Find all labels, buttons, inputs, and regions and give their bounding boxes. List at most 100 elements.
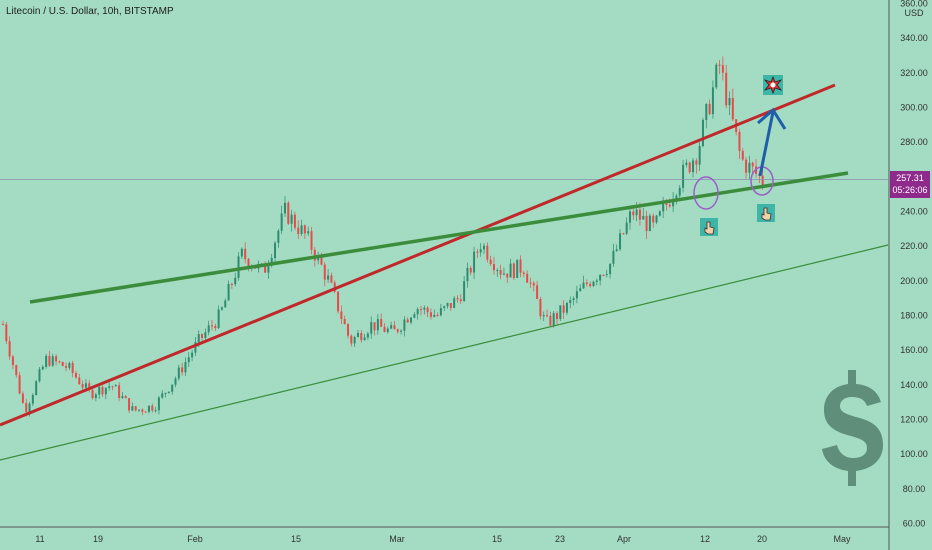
candle-body (698, 145, 701, 165)
candle-body (609, 263, 612, 274)
candle-body (68, 363, 71, 368)
candle-body (91, 389, 94, 399)
breakout-arrow (758, 111, 775, 177)
candle-body (108, 386, 111, 388)
candle-body (645, 215, 648, 231)
candle-body (307, 231, 310, 234)
candle-body (386, 328, 389, 333)
candle-body (439, 308, 442, 316)
candle-body (8, 341, 11, 357)
candle-body (526, 273, 529, 283)
candle-body (701, 119, 704, 146)
candle-body (383, 326, 386, 333)
candle-body (655, 215, 658, 223)
candle-body (157, 397, 160, 411)
candle-body (665, 203, 668, 205)
y-tick-label: 220.00 (900, 241, 928, 251)
candle-body (745, 159, 748, 173)
candle-body (761, 175, 764, 185)
explosion-icon (763, 75, 783, 95)
candle-body (204, 332, 207, 338)
candle-body (234, 277, 237, 285)
candle-body (217, 309, 220, 329)
circle-marker-left (693, 176, 719, 210)
candle-body (277, 230, 280, 243)
candle-body (426, 307, 429, 313)
x-tick-label: Feb (187, 534, 203, 544)
candle-body (658, 211, 661, 216)
candle-body (111, 386, 114, 388)
candle-body (542, 315, 545, 317)
candle-body (715, 64, 718, 88)
x-tick-label: 23 (555, 534, 565, 544)
y-tick-label: 100.00 (900, 449, 928, 459)
candle-body (456, 298, 459, 300)
pointing-hand-icon (757, 204, 775, 222)
candle-body (58, 361, 61, 363)
candles-layer (2, 56, 764, 417)
candle-body (748, 162, 751, 173)
candle-body (443, 306, 446, 309)
candle-body (347, 324, 350, 336)
candle-body (31, 394, 34, 404)
candle-body (94, 394, 97, 399)
candle-body (489, 259, 492, 265)
candle-body (628, 211, 631, 223)
candle-body (459, 299, 462, 302)
candle-body (635, 209, 638, 216)
candle-body (556, 313, 559, 320)
candle-body (118, 385, 121, 398)
candle-body (310, 231, 313, 250)
candle-body (738, 132, 741, 151)
candle-body (466, 267, 469, 282)
candle-body (419, 309, 422, 311)
candle-body (692, 160, 695, 173)
candle-body (751, 162, 754, 167)
chart-title: Litecoin / U.S. Dollar, 10h, BITSTAMP (6, 6, 174, 17)
candle-body (396, 329, 399, 332)
candle-body (5, 324, 8, 342)
candle-body (662, 203, 665, 212)
candle-body (602, 274, 605, 276)
candle-body (370, 322, 373, 334)
candle-body (224, 300, 227, 308)
candle-body (35, 381, 38, 395)
candle-body (492, 264, 495, 271)
y-tick-label: 280.00 (900, 137, 928, 147)
candle-body (78, 377, 81, 385)
candle-body (48, 355, 51, 366)
candle-body (81, 384, 84, 388)
price-badge[interactable]: 257.31 05:26:06 (890, 171, 930, 198)
x-tick-label: 20 (757, 534, 767, 544)
candle-body (88, 383, 91, 390)
candle-body (718, 64, 721, 66)
candle-body (323, 264, 326, 280)
candle-body (121, 396, 124, 398)
dollar-sign-icon (822, 370, 883, 486)
candle-body (721, 65, 724, 73)
candle-body (728, 97, 731, 106)
candle-body (181, 367, 184, 373)
candle-body (406, 319, 409, 323)
candle-body (569, 300, 572, 303)
candle-body (194, 342, 197, 353)
candle-body (191, 352, 194, 358)
candle-body (210, 325, 213, 327)
candle-body (25, 402, 28, 413)
candle-body (227, 283, 230, 301)
candle-body (688, 162, 691, 173)
candle-body (592, 281, 595, 287)
candle-body (138, 409, 141, 411)
candle-body (595, 280, 598, 282)
candle-body (695, 160, 698, 165)
candle-body (264, 263, 267, 273)
candle-body (366, 333, 369, 338)
candle-body (300, 225, 303, 234)
y-tick-label: 180.00 (900, 311, 928, 321)
candle-body (187, 357, 190, 363)
x-tick-label: May (833, 534, 851, 544)
candle-body (65, 366, 68, 368)
candle-body (240, 248, 243, 257)
x-tick-label: Apr (617, 534, 631, 544)
candle-body (287, 202, 290, 224)
